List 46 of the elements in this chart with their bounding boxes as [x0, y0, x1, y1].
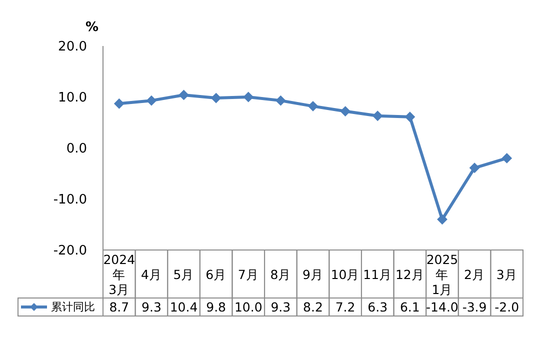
- x-tick-label: 6月: [206, 266, 227, 282]
- x-tick-label: 2024年3月: [103, 252, 136, 296]
- point: [308, 101, 318, 112]
- x-tick-label: 3月: [496, 266, 518, 282]
- point: [502, 153, 512, 164]
- y-tick-label: -20.0: [53, 244, 87, 259]
- point: [372, 110, 383, 121]
- x-tick-label: 2月: [464, 266, 486, 282]
- x-tick-label: 10月: [330, 266, 360, 282]
- data-label: 9.3: [142, 300, 162, 314]
- x-tick-label: 2025年1月: [426, 252, 458, 296]
- y-tick-label: 0.0: [66, 142, 87, 157]
- x-tick-label: 12月: [395, 266, 424, 282]
- x-tick-label: 7月: [238, 266, 259, 282]
- data-label: 10.0: [234, 300, 262, 314]
- point: [404, 112, 415, 122]
- data-label: 6.1: [400, 300, 420, 314]
- point: [211, 93, 222, 104]
- data-label: 9.3: [270, 300, 291, 314]
- y-tick-label: 10.0: [58, 90, 87, 106]
- y-tick-label: 20.0: [58, 40, 87, 55]
- data-label: 8.2: [303, 300, 323, 314]
- x-tick-label: 9月: [302, 266, 324, 282]
- x-tick-label: 5月: [173, 266, 194, 282]
- point: [470, 162, 480, 173]
- data-label: -2.0: [494, 300, 520, 314]
- point: [276, 96, 286, 106]
- data-label: 7.2: [335, 300, 356, 314]
- legend-label: 累计同比: [51, 300, 95, 314]
- x-tick-label: 4月: [140, 266, 162, 282]
- y-tick-label: -10.0: [53, 192, 87, 208]
- point: [243, 92, 254, 102]
- point: [178, 90, 189, 100]
- point: [340, 106, 350, 116]
- data-label: 10.4: [170, 300, 198, 314]
- point: [146, 96, 156, 106]
- data-label: -3.9: [462, 300, 487, 314]
- point: [114, 98, 124, 109]
- data-label: 6.3: [368, 300, 388, 314]
- data-label: 9.8: [206, 300, 226, 314]
- y-axis-title: %: [85, 20, 99, 35]
- point: [437, 214, 448, 224]
- data-label: 8.7: [109, 300, 130, 314]
- data-label: -14.0: [426, 300, 458, 314]
- x-tick-label: 8月: [270, 266, 292, 282]
- x-tick-label: 11月: [363, 266, 392, 282]
